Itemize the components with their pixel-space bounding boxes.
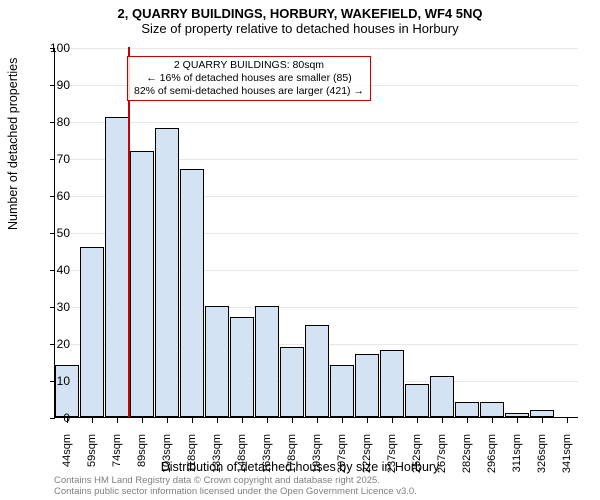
xtick-mark: [567, 418, 568, 423]
annotation-line-3: 82% of semi-detached houses are larger (…: [134, 85, 364, 98]
gridline: [55, 122, 578, 123]
reference-line: [128, 47, 130, 417]
plot-area: 44sqm59sqm74sqm89sqm103sqm118sqm133sqm14…: [54, 48, 578, 418]
ytick-label: 70: [28, 152, 70, 166]
ytick-label: 60: [28, 189, 70, 203]
histogram-bar: [80, 247, 104, 417]
xtick-label: 267sqm: [436, 434, 448, 484]
xtick-mark: [267, 418, 268, 423]
xtick-mark: [242, 418, 243, 423]
xtick-label: 341sqm: [561, 434, 573, 484]
xtick-mark: [192, 418, 193, 423]
xtick-mark: [92, 418, 93, 423]
xtick-mark: [317, 418, 318, 423]
histogram-bar: [205, 306, 229, 417]
ytick-label: 100: [28, 41, 70, 55]
ytick-label: 30: [28, 300, 70, 314]
histogram-bar: [105, 117, 129, 417]
histogram-bar: [480, 402, 504, 417]
xtick-mark: [117, 418, 118, 423]
histogram-bar: [180, 169, 204, 417]
gridline: [55, 48, 578, 49]
title-line-2: Size of property relative to detached ho…: [0, 21, 600, 36]
chart-title: 2, QUARRY BUILDINGS, HORBURY, WAKEFIELD,…: [0, 6, 600, 36]
ytick-label: 80: [28, 115, 70, 129]
xtick-mark: [492, 418, 493, 423]
xtick-mark: [517, 418, 518, 423]
ytick-label: 50: [28, 226, 70, 240]
xtick-mark: [342, 418, 343, 423]
y-axis-label: Number of detached properties: [6, 58, 20, 230]
ytick-label: 0: [28, 411, 70, 425]
xtick-label: 296sqm: [486, 434, 498, 484]
title-line-1: 2, QUARRY BUILDINGS, HORBURY, WAKEFIELD,…: [0, 6, 600, 21]
xtick-mark: [167, 418, 168, 423]
histogram-bar: [255, 306, 279, 417]
xtick-label: 311sqm: [511, 434, 523, 484]
histogram-bar: [130, 151, 154, 417]
histogram-bar: [430, 376, 454, 417]
annotation-line-2: ← 16% of detached houses are smaller (85…: [134, 72, 364, 85]
histogram-bar: [405, 384, 429, 417]
xtick-mark: [142, 418, 143, 423]
histogram-bar: [280, 347, 304, 417]
x-axis-label: Distribution of detached houses by size …: [0, 460, 600, 474]
xtick-mark: [292, 418, 293, 423]
annotation-line-1: 2 QUARRY BUILDINGS: 80sqm: [134, 59, 364, 72]
ytick-label: 20: [28, 337, 70, 351]
xtick-mark: [442, 418, 443, 423]
histogram-bar: [330, 365, 354, 417]
ytick-label: 90: [28, 78, 70, 92]
xtick-mark: [392, 418, 393, 423]
xtick-mark: [367, 418, 368, 423]
xtick-mark: [417, 418, 418, 423]
xtick-mark: [542, 418, 543, 423]
ytick-label: 10: [28, 374, 70, 388]
chart-footer: Contains HM Land Registry data © Crown c…: [54, 476, 417, 498]
histogram-bar: [55, 365, 79, 417]
histogram-bar: [380, 350, 404, 417]
xtick-label: 282sqm: [461, 434, 473, 484]
histogram-bar: [530, 410, 554, 417]
xtick-mark: [217, 418, 218, 423]
histogram-bar: [355, 354, 379, 417]
xtick-label: 326sqm: [536, 434, 548, 484]
footer-line-2: Contains public sector information licen…: [54, 487, 417, 498]
histogram-bar: [505, 413, 529, 417]
histogram-bar: [455, 402, 479, 417]
histogram-bar: [155, 128, 179, 417]
histogram-chart: 2, QUARRY BUILDINGS, HORBURY, WAKEFIELD,…: [0, 0, 600, 500]
histogram-bar: [305, 325, 329, 418]
xtick-mark: [467, 418, 468, 423]
annotation-box: 2 QUARRY BUILDINGS: 80sqm← 16% of detach…: [127, 56, 371, 101]
ytick-label: 40: [28, 263, 70, 277]
histogram-bar: [230, 317, 254, 417]
